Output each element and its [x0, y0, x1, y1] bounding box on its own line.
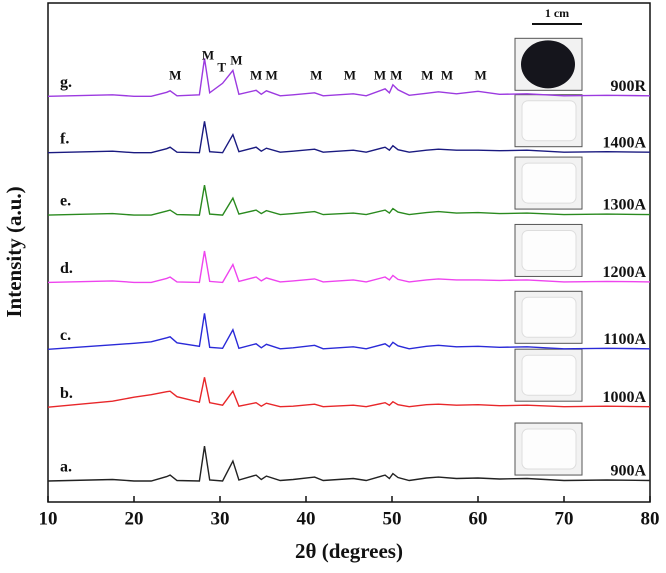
series-name: 900R	[610, 78, 646, 95]
peak-label: M	[202, 47, 214, 62]
series-line	[47, 58, 651, 97]
series-line	[47, 377, 651, 408]
sample-pellet	[521, 354, 577, 396]
x-tick-label: 70	[555, 508, 574, 529]
series-name: 1000A	[602, 389, 646, 406]
x-tick-label: 20	[125, 508, 144, 529]
peak-label: M	[390, 67, 402, 82]
plot-layer: 10 20 30 40 50 60 70 80 a. 900A b. 1000A c. 1100A d. 12…	[39, 6, 660, 530]
series-line	[47, 250, 651, 284]
x-tick-label: 30	[211, 508, 230, 529]
peak-label: M	[250, 67, 262, 82]
series-name: 1300A	[602, 197, 646, 214]
series-letter: b.	[60, 385, 73, 402]
sample-pellet	[521, 229, 577, 271]
peak-label: M	[310, 67, 322, 82]
series-letter: f.	[60, 130, 69, 147]
series-line	[47, 445, 651, 482]
peak-label: M	[374, 67, 386, 82]
series-name: 900A	[610, 463, 646, 480]
series-line	[47, 313, 651, 350]
x-axis-title: 2θ (degrees)	[295, 539, 403, 563]
x-tick-label: 50	[383, 508, 402, 529]
x-tick-label: 80	[641, 508, 660, 529]
x-tick-label: 40	[297, 508, 316, 529]
sample-pellet	[521, 296, 577, 338]
series-name: 1200A	[602, 264, 646, 281]
series-letter: c.	[60, 327, 71, 344]
peak-label: T	[217, 59, 226, 74]
peak-label: M	[441, 67, 453, 82]
scale-bar-label: 1 cm	[545, 6, 569, 20]
series-letter: a.	[60, 459, 72, 476]
y-axis-title: Intensity (a.u.)	[2, 186, 26, 317]
series-name: 1400A	[602, 134, 646, 151]
peak-label: M	[421, 67, 433, 82]
series-line	[47, 184, 651, 216]
series-letter: d.	[60, 260, 73, 277]
peak-label: M	[344, 67, 356, 82]
sample-pellet	[521, 100, 577, 142]
sample-pellet	[521, 428, 577, 470]
peak-label: M	[169, 67, 181, 82]
series-line	[47, 121, 651, 154]
peak-label: M	[265, 67, 277, 82]
sample-pellet	[521, 40, 575, 89]
sample-pellet	[521, 162, 577, 204]
x-tick-label: 60	[469, 508, 488, 529]
x-tick-label: 10	[39, 508, 58, 529]
plot-frame	[47, 2, 651, 503]
series-letter: g.	[60, 74, 72, 91]
series-letter: e.	[60, 193, 71, 210]
peak-label: M	[230, 52, 242, 67]
series-name: 1100A	[603, 331, 646, 348]
peak-label: M	[474, 67, 486, 82]
